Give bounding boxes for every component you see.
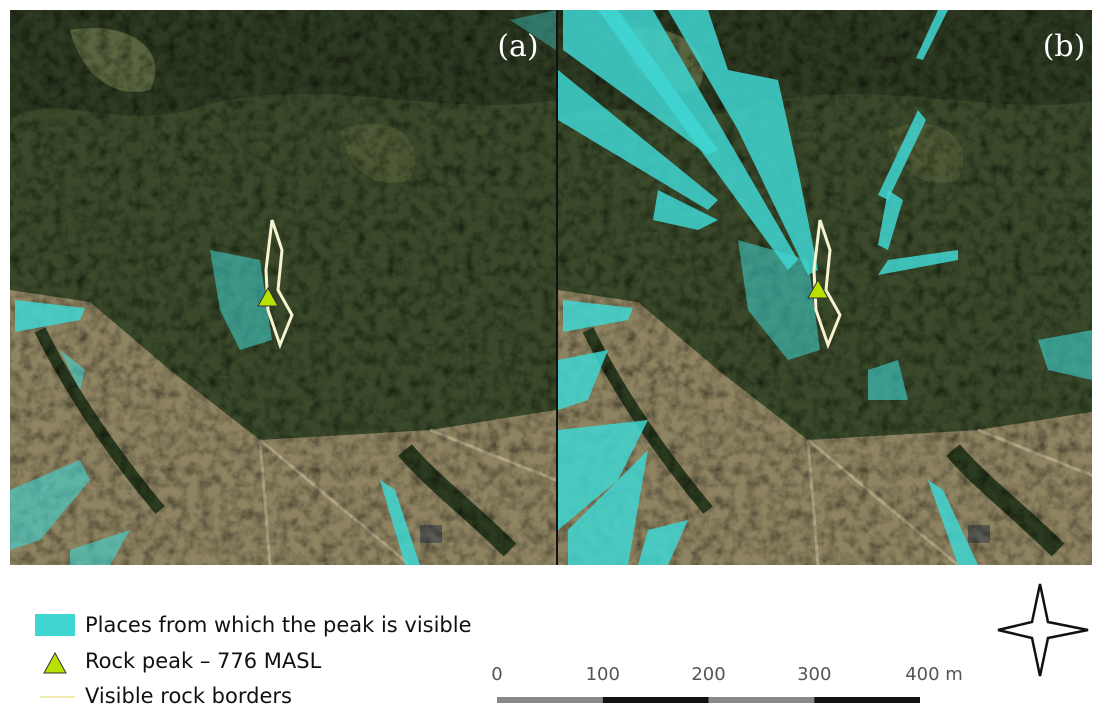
scale-label: 100 [586, 664, 620, 685]
legend-label: Places from which the peak is visible [85, 613, 472, 637]
scale-segment [497, 697, 603, 703]
scale-segment [814, 697, 920, 703]
map-panel-a [10, 10, 556, 565]
north-arrow [998, 584, 1088, 676]
scale-label: 400 m [905, 664, 963, 685]
legend-label: Visible rock borders [85, 684, 292, 708]
scale-bar: 0 100 200 300 400 m [491, 664, 963, 703]
figure: (a) (b) Places from which the peak is vi… [0, 0, 1094, 711]
map-panel-b [558, 10, 1094, 565]
panel-label: (a) [497, 29, 538, 64]
scale-label: 300 [797, 664, 831, 685]
panel-label: (b) [1043, 29, 1086, 64]
legend-label: Rock peak – 776 MASL [85, 649, 322, 673]
legend-swatch [35, 614, 75, 636]
scale-label: 200 [691, 664, 725, 685]
page: {"panels": [{"label": "(a)"}, {"label": … [0, 0, 1094, 711]
scale-label: 0 [491, 664, 502, 685]
legend-swatch [44, 653, 66, 673]
scale-segment [709, 697, 815, 703]
scale-segment [603, 697, 709, 703]
